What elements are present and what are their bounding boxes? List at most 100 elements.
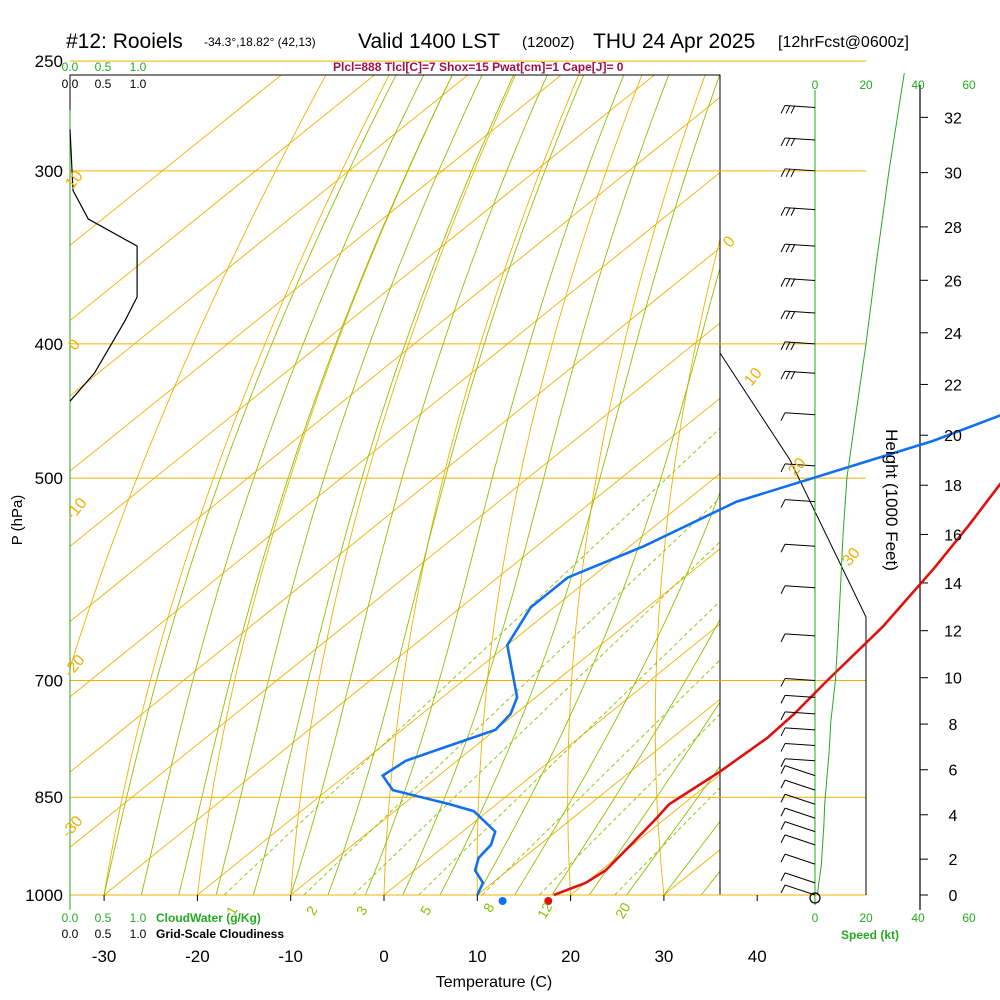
dry-adiabat <box>70 75 327 670</box>
height-tick-label: 14 <box>944 576 962 593</box>
speed-scale-top: 20 <box>859 78 873 92</box>
surface-dewpoint-point <box>498 897 507 905</box>
pressure-tick-1000: 1000 <box>25 886 63 905</box>
cloud-scale-bottom-green: 1.0 <box>130 911 147 925</box>
temperature-line <box>553 482 1000 897</box>
height-tick-label: 8 <box>949 717 958 734</box>
wind-barb <box>780 743 816 752</box>
wind-barb <box>780 853 816 865</box>
moist-adiabat <box>327 75 585 895</box>
speed-scale-top: 0 <box>812 78 819 92</box>
speed-scale-bottom: 20 <box>859 911 873 925</box>
moist-adiabat <box>402 75 670 895</box>
x-tick-label: -20 <box>185 947 210 966</box>
mixing-ratio-label: 12 <box>534 900 556 922</box>
wind-barb <box>780 793 816 805</box>
isotherm-line <box>290 548 720 895</box>
forecast-run: [12hrFcst@0600z] <box>778 34 909 51</box>
wind-barb <box>780 633 816 643</box>
dry-adiabat <box>567 75 706 895</box>
mixing-ratio-label: 5 <box>417 903 435 918</box>
speed-scale-bottom: 40 <box>911 911 925 925</box>
moist-adiabat <box>551 618 720 895</box>
wind-barb <box>780 821 816 833</box>
height-tick-label: 26 <box>944 273 962 290</box>
wind-barb <box>780 370 816 380</box>
height-tick-label: 0 <box>949 888 958 905</box>
x-tick-label: -10 <box>278 947 303 966</box>
moist-adiabat <box>364 75 625 895</box>
moist-adiabat <box>252 75 515 895</box>
wind-barb <box>780 168 816 178</box>
speed-scale-top: 60 <box>962 78 976 92</box>
cloud-scale-top-green: 0.5 <box>95 60 112 74</box>
dry-adiabat <box>383 75 580 895</box>
wind-barb <box>780 585 816 594</box>
moist-adiabat <box>588 701 720 895</box>
x-tick-label: 30 <box>654 947 673 966</box>
isotherm-label: 0 <box>720 233 739 251</box>
cloud-scale-bottom-green: 0.5 <box>95 911 112 925</box>
wind-barb <box>780 758 816 768</box>
pressure-tick-500: 500 <box>35 469 63 488</box>
forecast-date: THU 24 Apr 2025 <box>593 30 755 53</box>
wind-barb <box>780 341 816 351</box>
mixing-ratio-line <box>481 659 720 895</box>
wind-barb <box>780 310 816 320</box>
isotherm-line <box>383 623 720 895</box>
moist-adiabat <box>476 266 720 895</box>
height-tick-label: 24 <box>944 326 962 343</box>
surface-temperature-point <box>544 897 553 905</box>
pressure-tick-700: 700 <box>35 671 63 690</box>
moist-adiabat <box>178 75 453 895</box>
height-tick-label: 20 <box>944 428 962 445</box>
station-title: #12: Rooiels <box>66 30 183 53</box>
wind-barb <box>780 779 816 791</box>
x-axis-label: Temperature (C) <box>436 974 552 991</box>
dry-adiabat <box>196 75 453 895</box>
height-axis-label: Height (1000 Feet) <box>882 429 901 571</box>
moist-adiabat <box>215 75 483 895</box>
cloud-scale-top-green: 0.0 <box>62 60 79 74</box>
cloud-scale-top-black: 1.0 <box>130 77 147 91</box>
x-tick-label: 0 <box>379 947 388 966</box>
isotherm-line <box>70 75 562 472</box>
mixing-ratio-line <box>223 427 720 895</box>
height-tick-label: 30 <box>944 166 962 183</box>
wind-barb <box>780 499 816 508</box>
mixing-ratio-line <box>353 541 720 895</box>
wind-barb <box>780 694 816 704</box>
pressure-tick-400: 400 <box>35 335 63 354</box>
wind-barb <box>780 277 816 287</box>
wind-barb <box>780 412 816 421</box>
pressure-tick-850: 850 <box>35 788 63 807</box>
mixing-ratio-line <box>538 713 720 895</box>
wind-barb <box>780 884 816 896</box>
moist-adiabat <box>439 75 720 895</box>
dewpoint-line <box>380 414 1000 896</box>
wind-speed-line <box>817 73 905 896</box>
station-coords: -34.3°,18.82° (42,13) <box>204 35 316 49</box>
isotherm-label: 30 <box>839 545 864 570</box>
mixing-ratio-label: 3 <box>353 903 371 918</box>
height-tick-label: 16 <box>944 527 962 544</box>
height-tick-label: 22 <box>944 377 962 394</box>
height-tick-label: 2 <box>949 852 958 869</box>
height-tick-label: 12 <box>944 624 962 641</box>
utc-time: (1200Z) <box>522 34 575 51</box>
calm-wind-circle <box>809 892 821 904</box>
cloud-scale-bottom-black: 0.0 <box>62 927 79 941</box>
isotherm-label: 10 <box>741 365 766 390</box>
isotherm-line <box>70 75 282 246</box>
height-tick-label: 18 <box>944 478 962 495</box>
dry-adiabat <box>290 75 516 895</box>
sounding-params: Plcl=888 Tlcl[C]=7 Shox=15 Pwat[cm]=1 Ca… <box>333 60 624 74</box>
wind-barb <box>780 137 816 147</box>
wind-barb <box>780 207 816 216</box>
speed-label: Speed (kt) <box>841 928 899 942</box>
wind-barb <box>780 765 816 777</box>
dry-adiabat <box>654 237 720 895</box>
moist-adiabat <box>290 75 548 895</box>
